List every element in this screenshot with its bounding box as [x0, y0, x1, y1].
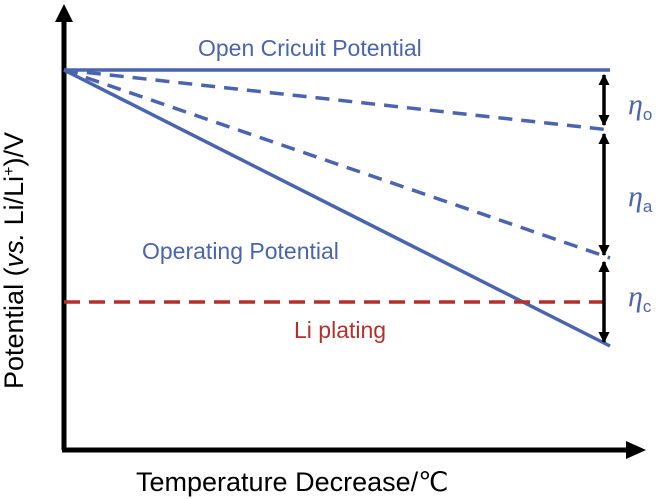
y-axis-arrowhead: [55, 4, 73, 22]
li-plating-label: Li plating: [294, 317, 386, 343]
open-circuit-label: Open Cricuit Potential: [198, 35, 422, 61]
operating-potential-label: Operating Potential: [142, 238, 339, 264]
x-axis-label: Temperature Decrease/℃: [136, 467, 448, 497]
eta-c-label: ηc: [628, 280, 652, 316]
y-axis-label: Potential (vs. Li/Li+)/V: [0, 132, 29, 389]
ohmic-drop-line: [63, 68, 611, 132]
eta-o-label: ηo: [628, 88, 652, 124]
operating-potential-line: [63, 68, 611, 348]
eta-a-label: ηa: [628, 180, 653, 216]
activation-drop-line: [63, 68, 611, 260]
x-axis-arrowhead: [626, 441, 646, 459]
